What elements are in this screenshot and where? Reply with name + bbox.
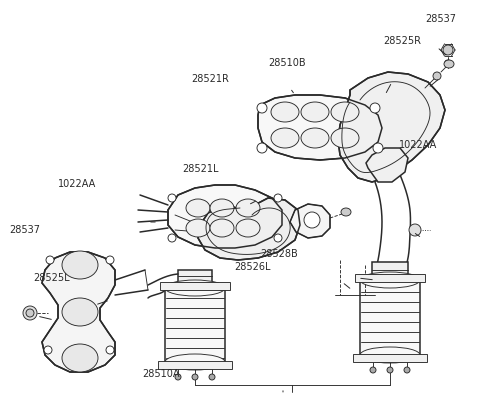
Ellipse shape (301, 128, 329, 148)
Ellipse shape (46, 256, 54, 264)
Text: 28537: 28537 (10, 225, 40, 236)
Ellipse shape (304, 212, 320, 228)
Ellipse shape (433, 72, 441, 80)
Ellipse shape (62, 344, 98, 372)
Ellipse shape (404, 367, 410, 373)
Polygon shape (168, 185, 282, 248)
Polygon shape (258, 95, 382, 160)
Ellipse shape (210, 219, 234, 237)
Ellipse shape (209, 374, 215, 380)
Ellipse shape (360, 347, 420, 363)
Ellipse shape (257, 143, 267, 153)
Ellipse shape (168, 234, 176, 242)
Polygon shape (158, 361, 232, 369)
Ellipse shape (192, 374, 198, 380)
Text: 28521L: 28521L (182, 164, 219, 175)
Ellipse shape (44, 346, 52, 354)
Text: 28521R: 28521R (192, 74, 229, 84)
Ellipse shape (175, 374, 181, 380)
Polygon shape (366, 148, 408, 182)
Ellipse shape (444, 60, 454, 68)
Polygon shape (353, 354, 427, 362)
Text: 28525L: 28525L (34, 273, 70, 284)
Polygon shape (372, 262, 408, 278)
Text: 28526L: 28526L (235, 262, 271, 272)
Polygon shape (338, 72, 445, 182)
Ellipse shape (26, 309, 34, 317)
Ellipse shape (301, 102, 329, 122)
Text: 28510A: 28510A (142, 369, 180, 379)
Polygon shape (42, 252, 115, 372)
Ellipse shape (257, 103, 267, 113)
Ellipse shape (236, 219, 260, 237)
Text: 28525R: 28525R (383, 36, 421, 46)
Ellipse shape (373, 143, 383, 153)
Ellipse shape (341, 208, 351, 216)
Polygon shape (198, 198, 300, 260)
Ellipse shape (274, 234, 282, 242)
Ellipse shape (168, 194, 176, 202)
Ellipse shape (409, 224, 421, 236)
Ellipse shape (331, 128, 359, 148)
Ellipse shape (186, 199, 210, 217)
Polygon shape (165, 288, 225, 362)
Text: 1022AA: 1022AA (58, 179, 96, 189)
Ellipse shape (370, 103, 380, 113)
Ellipse shape (106, 256, 114, 264)
Ellipse shape (62, 298, 98, 326)
Polygon shape (360, 280, 420, 355)
Ellipse shape (387, 367, 393, 373)
Ellipse shape (271, 102, 299, 122)
Text: 1022AA: 1022AA (398, 139, 437, 150)
Polygon shape (355, 274, 425, 282)
Text: 28537: 28537 (425, 14, 456, 24)
Ellipse shape (443, 45, 453, 55)
Ellipse shape (360, 272, 420, 288)
Ellipse shape (23, 306, 37, 320)
Polygon shape (160, 282, 230, 290)
Ellipse shape (186, 219, 210, 237)
Ellipse shape (331, 102, 359, 122)
Ellipse shape (236, 199, 260, 217)
Ellipse shape (165, 280, 225, 296)
Text: 28510B: 28510B (268, 57, 306, 68)
Ellipse shape (165, 354, 225, 370)
Ellipse shape (210, 199, 234, 217)
Text: 28528B: 28528B (261, 249, 298, 259)
Polygon shape (290, 204, 330, 238)
Ellipse shape (271, 128, 299, 148)
Ellipse shape (62, 251, 98, 279)
Ellipse shape (370, 367, 376, 373)
Polygon shape (178, 270, 212, 283)
Ellipse shape (274, 194, 282, 202)
Ellipse shape (106, 346, 114, 354)
